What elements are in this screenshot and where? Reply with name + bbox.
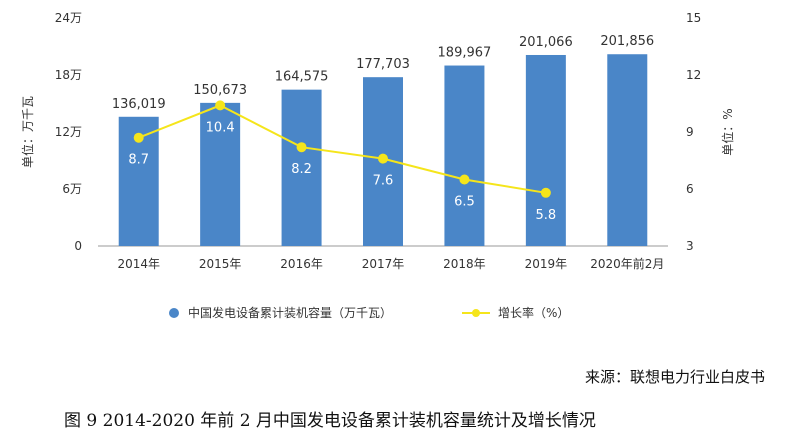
x-tick-label: 2017年 (362, 257, 405, 271)
source-note: 来源：联想电力行业白皮书 (584, 368, 765, 386)
growth-rate-label: 7.6 (373, 174, 394, 189)
y-right-axis-title: 单位：% (720, 108, 735, 155)
figure-caption: 图 9 2014-2020 年前 2 月中国发电设备累计装机容量统计及增长情况 (64, 411, 596, 431)
growth-rate-label: 10.4 (206, 120, 235, 135)
growth-rate-point (133, 132, 144, 143)
growth-rate-label: 5.8 (536, 208, 557, 223)
growth-rate-point (459, 174, 470, 185)
bar-value-label: 177,703 (356, 57, 410, 72)
growth-rate-point (296, 142, 307, 153)
y-right-tick-label: 15 (686, 11, 701, 25)
legend-line-label: 增长率（%） (498, 305, 569, 320)
bar-value-label: 164,575 (275, 70, 329, 85)
y-right-tick-label: 9 (686, 125, 694, 139)
y-right-tick-label: 12 (686, 68, 701, 82)
y-tick-label: 18万 (55, 68, 82, 82)
y-tick-label: 24万 (55, 11, 82, 25)
bar-value-label: 201,856 (600, 34, 654, 49)
x-tick-label: 2016年 (280, 257, 323, 271)
growth-rate-point (540, 187, 551, 198)
growth-rate-point (378, 153, 388, 164)
bar (281, 89, 322, 246)
y-tick-label: 12万 (55, 125, 82, 139)
growth-rate-label: 6.5 (454, 195, 475, 210)
x-tick-label: 2019年 (525, 257, 568, 271)
y-axis-title: 单位：万千瓦 (20, 96, 35, 168)
x-tick-label: 2020年前2月 (590, 256, 664, 271)
x-tick-label: 2014年 (117, 257, 160, 271)
y-tick-label: 6万 (62, 182, 82, 196)
growth-rate-point (215, 100, 226, 111)
bar-value-label: 136,019 (112, 97, 166, 112)
growth-rate-line (138, 104, 547, 194)
bar-value-label: 201,066 (519, 35, 573, 50)
bar (444, 65, 485, 247)
x-tick-label: 2018年 (443, 257, 486, 271)
y-right-tick-label: 6 (686, 182, 694, 196)
bar (607, 54, 648, 246)
growth-rate-label: 8.2 (291, 162, 312, 177)
bar (200, 102, 241, 246)
y-right-tick-label: 3 (686, 239, 694, 253)
legend-bar-label: 中国发电设备累计装机容量（万千瓦） (188, 305, 392, 320)
growth-rate-label: 8.7 (128, 153, 149, 168)
legend-line-dot (472, 309, 480, 317)
bar-value-label: 150,673 (193, 83, 247, 98)
x-tick-label: 2015年 (199, 257, 242, 271)
y-tick-label: 0 (74, 239, 82, 253)
bar-value-label: 189,967 (438, 46, 492, 61)
legend-bar-marker (169, 308, 179, 318)
bar (525, 54, 566, 246)
